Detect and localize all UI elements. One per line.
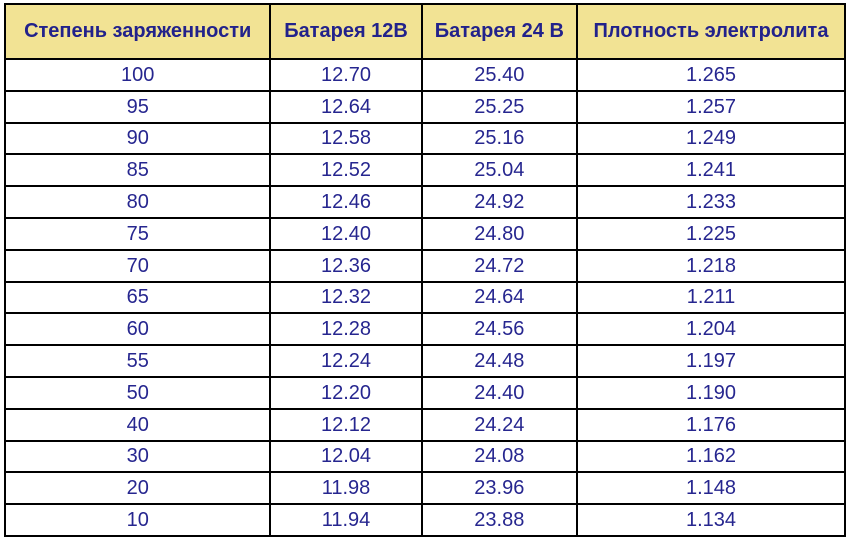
column-header-3: Плотность электролита [576,3,846,60]
table-cell: 12.04 [269,439,423,474]
table-body: 100 12.70 25.40 1.265 95 12.64 25.25 1.257 90 12.… [3,58,846,537]
table-cell: 1.257 [576,89,846,124]
table-cell: 1.249 [576,121,846,156]
table-cell: 70 [3,248,272,283]
table-cell: 12.40 [269,216,423,251]
table-cell: 24.48 [420,344,579,378]
table-row: 50 12.20 24.40 1.190 [3,375,846,410]
table-row: 90 12.58 25.16 1.249 [3,121,846,156]
table-cell: 100 [3,58,272,92]
table-row: 85 12.52 25.04 1.241 [3,153,846,188]
table-cell: 75 [3,216,272,251]
table-cell: 1.148 [576,471,846,506]
table-cell: 24.80 [420,216,579,251]
table-cell: 25.40 [420,58,579,92]
table-row: 10 11.94 23.88 1.134 [3,503,846,537]
battery-charge-table: Степень заряженности Батарея 12В Батарея 2… [3,3,846,537]
table-cell: 10 [3,503,272,537]
table-cell: 11.94 [269,503,423,537]
table-cell: 50 [3,375,272,410]
table-cell: 1.162 [576,439,846,474]
table-row: 30 12.04 24.08 1.162 [3,439,846,474]
header-row: Степень заряженности Батарея 12В Батарея 2… [3,3,846,60]
table-cell: 23.96 [420,471,579,506]
table-cell: 24.64 [420,280,579,315]
table-row: 65 12.32 24.64 1.211 [3,280,846,315]
table-cell: 95 [3,89,272,124]
table-cell: 40 [3,407,272,442]
table-cell: 55 [3,344,272,378]
table-cell: 24.24 [420,407,579,442]
table-cell: 1.265 [576,58,846,92]
table-cell: 1.241 [576,153,846,188]
table-row: 100 12.70 25.40 1.265 [3,58,846,92]
table-cell: 12.20 [269,375,423,410]
table-row: 55 12.24 24.48 1.197 [3,344,846,378]
table-cell: 90 [3,121,272,156]
table-cell: 12.12 [269,407,423,442]
table-cell: 1.218 [576,248,846,283]
table-row: 80 12.46 24.92 1.233 [3,185,846,219]
table-row: 95 12.64 25.25 1.257 [3,89,846,124]
table-row: 75 12.40 24.80 1.225 [3,216,846,251]
table-cell: 25.16 [420,121,579,156]
table-cell: 12.46 [269,185,423,219]
table-cell: 1.233 [576,185,846,219]
table-cell: 12.70 [269,58,423,92]
table-row: 70 12.36 24.72 1.218 [3,248,846,283]
table-cell: 23.88 [420,503,579,537]
table-cell: 12.36 [269,248,423,283]
table-cell: 24.72 [420,248,579,283]
table-cell: 1.225 [576,216,846,251]
table-cell: 60 [3,312,272,347]
table-cell: 11.98 [269,471,423,506]
table-cell: 12.52 [269,153,423,188]
table-cell: 24.08 [420,439,579,474]
table-cell: 12.28 [269,312,423,347]
table-row: 60 12.28 24.56 1.204 [3,312,846,347]
table-cell: 1.176 [576,407,846,442]
table-cell: 25.25 [420,89,579,124]
table-cell: 1.134 [576,503,846,537]
table-cell: 24.40 [420,375,579,410]
table-cell: 1.197 [576,344,846,378]
table-cell: 25.04 [420,153,579,188]
column-header-2: Батарея 24 В [420,3,579,60]
column-header-1: Батарея 12В [269,3,423,60]
table-header: Степень заряженности Батарея 12В Батарея 2… [3,3,846,60]
table-row: 40 12.12 24.24 1.176 [3,407,846,442]
table-cell: 24.92 [420,185,579,219]
table-cell: 65 [3,280,272,315]
table-cell: 12.24 [269,344,423,378]
table-cell: 12.64 [269,89,423,124]
table-cell: 85 [3,153,272,188]
table-cell: 30 [3,439,272,474]
table-cell: 12.58 [269,121,423,156]
table-cell: 24.56 [420,312,579,347]
table-cell: 1.190 [576,375,846,410]
table-cell: 1.211 [576,280,846,315]
table-cell: 12.32 [269,280,423,315]
table-cell: 1.204 [576,312,846,347]
table-cell: 20 [3,471,272,506]
table-row: 20 11.98 23.96 1.148 [3,471,846,506]
table-cell: 80 [3,185,272,219]
column-header-0: Степень заряженности [3,3,272,60]
